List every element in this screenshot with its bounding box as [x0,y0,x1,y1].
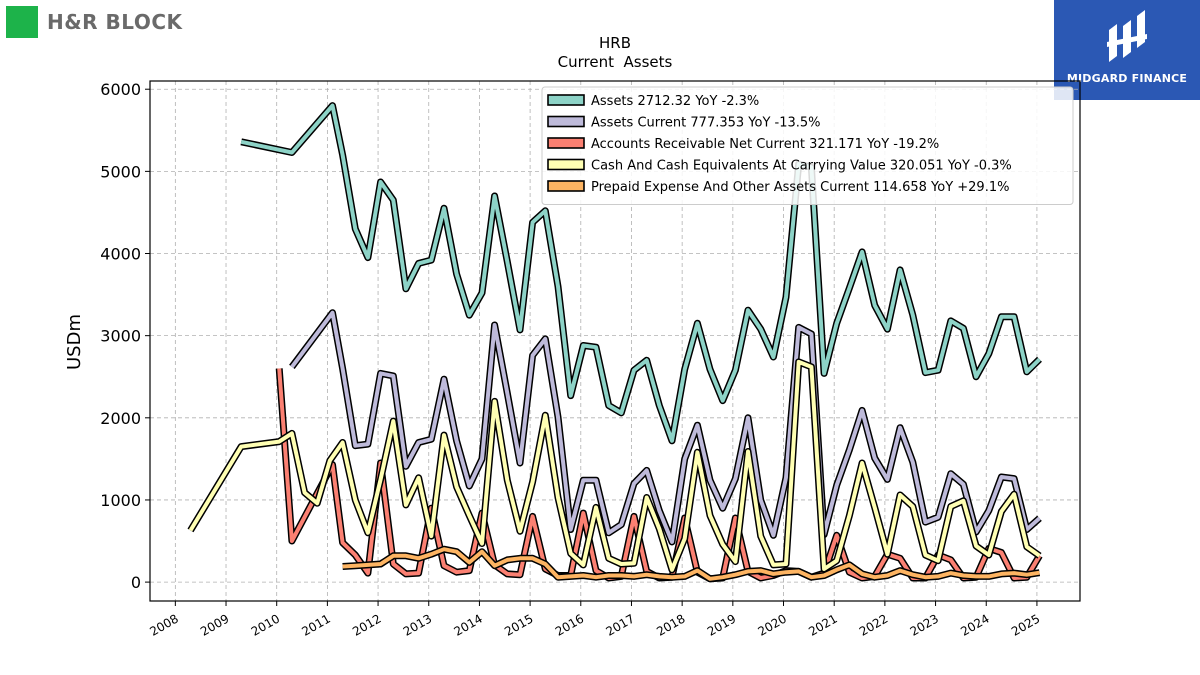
x-tick-label: 2023 [908,611,941,638]
chart-subtitle: Current Assets [558,53,673,71]
x-tick-label: 2020 [756,611,789,638]
y-tick-label: 2000 [100,409,141,428]
y-tick-label: 5000 [100,162,141,181]
chart-title: HRB [599,34,631,52]
x-tick-label: 2015 [502,611,535,638]
x-tick-label: 2014 [451,611,484,638]
plot-frame [149,80,1081,602]
x-tick-label: 2021 [806,611,839,638]
legend-swatch [547,137,585,149]
x-tick-label: 2019 [705,611,738,638]
legend-swatch [547,115,585,128]
x-tick-label: 2025 [1009,611,1042,638]
legend-box [541,86,1074,205]
legend-label: Cash And Cash Equivalents At Carrying Va… [591,159,1012,174]
x-tick-label: 2009 [198,611,231,638]
legend-label: Assets Current 777.353 YoY -13.5% [591,116,821,131]
series-line-2 [290,310,1041,544]
legend-label: Assets 2712.32 YoY -2.3% [591,94,759,109]
hr-block-logo-text: H&R BLOCK [47,10,183,34]
y-tick-label: 3000 [100,327,141,346]
x-tick-label: 2016 [553,611,586,638]
y-tick-label: 6000 [100,80,141,99]
midgard-finance-logo-text: MIDGARD FINANCE [1066,72,1188,85]
x-tick-label: 2022 [857,611,890,638]
y-tick-label: 4000 [100,245,141,264]
legend-label: Accounts Receivable Net Current 321.171 … [591,137,939,152]
legend-label: Prepaid Expense And Other Assets Current… [591,180,1009,195]
x-tick-label: 2017 [604,611,637,638]
x-tick-label: 2013 [401,611,434,638]
y-tick-label: 0 [131,573,141,592]
hr-block-logo: H&R BLOCK [6,5,183,39]
midgard-emblem-icon [1107,10,1147,62]
x-tick-label: 2018 [654,611,687,638]
x-tick-label: 2012 [350,611,383,638]
series-line-5 [342,547,1040,581]
series-line-1 [240,103,1041,443]
x-tick-label: 2008 [147,611,180,638]
midgard-finance-logo: MIDGARD FINANCE [1054,0,1200,100]
x-tick-label: 2011 [299,611,332,638]
legend-swatch [547,94,585,106]
plot-area: 0 1000 2000 3000 4000 5000 6000 2008 2009 2010 201… [100,80,1081,639]
y-tick-label: 1000 [100,491,141,510]
x-tick-label: 2024 [958,611,991,638]
hr-block-green-square-icon [6,6,38,38]
series-line-4 [188,359,1041,572]
x-tick-label: 2010 [249,611,282,638]
y-axis-label: USDm [64,314,85,370]
legend-swatch [547,158,585,171]
legend-swatch [547,180,585,192]
